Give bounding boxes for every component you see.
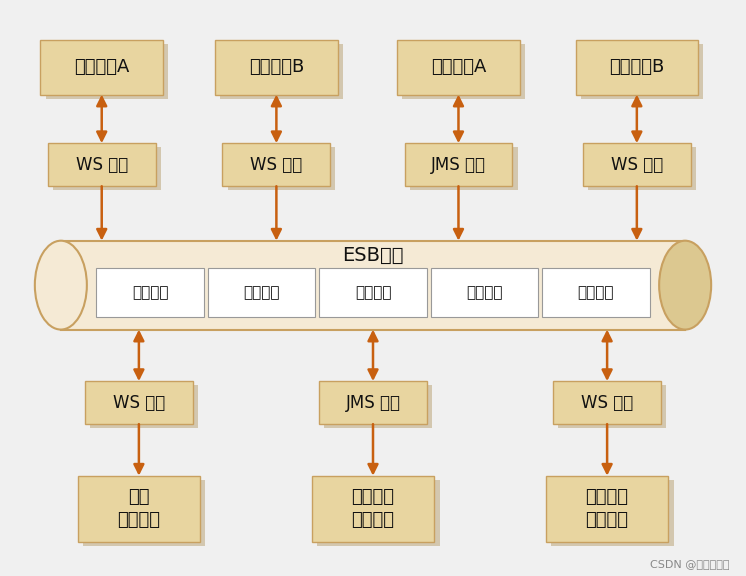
FancyBboxPatch shape [317, 480, 439, 545]
Text: 其他应用B: 其他应用B [609, 58, 665, 76]
Text: ESB平台: ESB平台 [342, 245, 404, 264]
FancyBboxPatch shape [559, 385, 666, 428]
Text: WS 协议: WS 协议 [581, 393, 633, 412]
Text: 记录日志: 记录日志 [355, 285, 391, 300]
FancyBboxPatch shape [325, 385, 432, 428]
Text: WS 协议: WS 协议 [75, 156, 128, 174]
FancyBboxPatch shape [397, 40, 520, 94]
FancyBboxPatch shape [40, 40, 163, 94]
FancyBboxPatch shape [410, 147, 518, 190]
Text: 行业应用A: 行业应用A [74, 58, 129, 76]
FancyBboxPatch shape [404, 143, 513, 186]
FancyBboxPatch shape [83, 480, 205, 545]
Ellipse shape [35, 241, 87, 329]
Text: WS 协议: WS 协议 [113, 393, 165, 412]
Text: JMS 协议: JMS 协议 [431, 156, 486, 174]
Text: 格式转换: 格式转换 [243, 285, 280, 300]
FancyBboxPatch shape [583, 143, 691, 186]
FancyBboxPatch shape [588, 147, 696, 190]
FancyBboxPatch shape [312, 476, 434, 541]
FancyBboxPatch shape [48, 143, 156, 186]
FancyBboxPatch shape [53, 147, 161, 190]
Text: WS 协议: WS 协议 [611, 156, 663, 174]
FancyBboxPatch shape [228, 147, 336, 190]
Text: 其他应用A: 其他应用A [430, 58, 486, 76]
FancyBboxPatch shape [402, 44, 525, 98]
FancyBboxPatch shape [215, 40, 338, 94]
FancyBboxPatch shape [546, 476, 668, 541]
FancyBboxPatch shape [319, 381, 427, 424]
Text: 其他行业
数据处理: 其他行业 数据处理 [586, 488, 629, 529]
FancyBboxPatch shape [90, 385, 198, 428]
FancyBboxPatch shape [222, 143, 330, 186]
Text: CSDN @四问四不知: CSDN @四问四不知 [651, 559, 730, 569]
FancyBboxPatch shape [220, 44, 343, 98]
Text: WS 协议: WS 协议 [250, 156, 303, 174]
Text: 行业应用B: 行业应用B [248, 58, 304, 76]
FancyBboxPatch shape [319, 268, 427, 317]
FancyBboxPatch shape [575, 40, 698, 94]
FancyBboxPatch shape [580, 44, 703, 98]
FancyBboxPatch shape [96, 268, 204, 317]
FancyBboxPatch shape [207, 268, 316, 317]
FancyBboxPatch shape [46, 44, 169, 98]
FancyBboxPatch shape [78, 476, 200, 541]
Text: 数据
处理系统: 数据 处理系统 [117, 488, 160, 529]
FancyBboxPatch shape [542, 268, 650, 317]
FancyBboxPatch shape [554, 381, 661, 424]
FancyBboxPatch shape [430, 268, 539, 317]
FancyBboxPatch shape [85, 381, 192, 424]
FancyBboxPatch shape [61, 241, 685, 329]
Text: 消息路由: 消息路由 [132, 285, 169, 300]
Text: 基础数据
服务系统: 基础数据 服务系统 [351, 488, 395, 529]
Text: JMS 协议: JMS 协议 [345, 393, 401, 412]
Ellipse shape [659, 241, 711, 329]
Text: 消息传输: 消息传输 [466, 285, 503, 300]
FancyBboxPatch shape [551, 480, 674, 545]
Text: 异常处理: 异常处理 [577, 285, 614, 300]
